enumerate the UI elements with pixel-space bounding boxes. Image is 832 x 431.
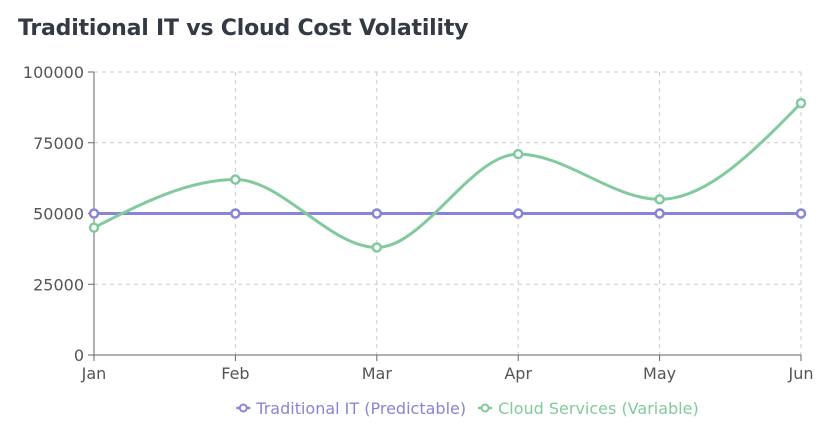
y-tick-label: 0 (74, 346, 84, 365)
series-1-point[interactable] (512, 208, 524, 219)
legend-marker-icon (238, 403, 248, 413)
axes: 0 25000 50000 75000 100000 Jan Feb Mar Apr May Jun (23, 63, 814, 383)
series-points (88, 97, 807, 253)
legend-marker-icon (480, 403, 490, 413)
series-lines (93, 102, 803, 249)
y-tick-label: 50000 (33, 205, 84, 224)
series-2-point[interactable] (512, 148, 524, 160)
chart-title: Traditional IT vs Cloud Cost Volatility (18, 16, 469, 41)
legend-item-series-1[interactable]: Traditional IT (Predictable) (236, 399, 466, 418)
x-tick-label: Apr (504, 364, 532, 383)
series-2-point[interactable] (371, 242, 383, 253)
series-2-point[interactable] (88, 222, 100, 233)
series-1-point[interactable] (654, 208, 665, 219)
series-1-point[interactable] (371, 208, 383, 219)
series-2-point[interactable] (230, 174, 241, 185)
x-tick-label: Feb (221, 364, 249, 383)
x-tick-label: May (643, 364, 676, 383)
y-tick-label: 25000 (33, 275, 84, 294)
x-tick-label: Jun (788, 364, 814, 383)
x-tick-label: Jan (81, 364, 107, 383)
series-1-point[interactable] (230, 208, 241, 219)
legend: Traditional IT (Predictable) Cloud Servic… (236, 399, 699, 418)
series-2-line (93, 102, 803, 249)
y-tick-label: 75000 (33, 134, 84, 153)
x-tick-label: Mar (362, 364, 393, 383)
series-2-point[interactable] (654, 194, 665, 205)
series-2-point[interactable] (795, 97, 807, 109)
series-1-point[interactable] (795, 208, 807, 219)
legend-item-series-2[interactable]: Cloud Services (Variable) (478, 399, 699, 418)
y-tick-label: 100000 (23, 63, 84, 82)
legend-label: Cloud Services (Variable) (498, 399, 699, 418)
series-1-point[interactable] (88, 208, 100, 219)
legend-label: Traditional IT (Predictable) (255, 399, 466, 418)
